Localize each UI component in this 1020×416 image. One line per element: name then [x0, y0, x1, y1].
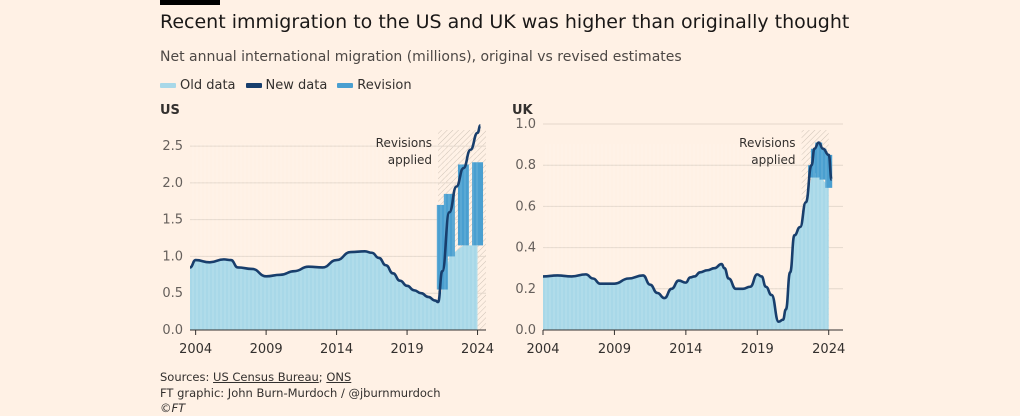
uk-xtick-label: 2024: [812, 342, 845, 357]
chart-subtitle: Net annual international migration (mill…: [160, 49, 682, 65]
legend-swatch-new: [245, 83, 262, 88]
uk-revision-bar: [819, 148, 827, 180]
uk-ytick-label: 0.8: [515, 158, 536, 173]
legend-item-revision: Revision: [337, 78, 412, 93]
sources-line: Sources: US Census Bureau; ONS: [160, 370, 351, 384]
us-ytick-label: 2.5: [162, 139, 183, 154]
uk-xtick-label: 2004: [526, 342, 559, 357]
us-ytick-label: 1.5: [162, 213, 183, 228]
us-revision-bar: [436, 204, 448, 290]
uk-ytick-label: 0.0: [515, 323, 536, 338]
us-new-data-line: [189, 124, 482, 304]
us-chart: 0.0 0.5 1.0 1.5 2.0 2.5 2004 2009 2014 2019 2024 Re…: [162, 124, 494, 357]
us-xtick-label: 2004: [179, 342, 212, 357]
uk-ytick-label: 0.4: [515, 241, 536, 256]
uk-ytick-label: 0.2: [515, 282, 536, 297]
legend-swatch-revision: [337, 83, 354, 88]
us-revision-bar: [443, 193, 455, 257]
uk-ytick-label: 0.6: [515, 199, 536, 214]
uk-xtick-label: 2014: [669, 342, 702, 357]
copyright: ©FT: [160, 401, 186, 415]
us-xtick-label: 2019: [391, 342, 424, 357]
uk-annotation-line-2: applied: [751, 153, 795, 167]
legend-label-revision: Revision: [357, 78, 412, 93]
us-revision-bar: [457, 164, 469, 246]
source-link-us-census[interactable]: US Census Bureau: [213, 370, 319, 384]
us-ytick-label: 0.5: [162, 286, 183, 301]
uk-old-data-area: [543, 173, 829, 330]
uk-new-data-line: [542, 141, 833, 324]
us-ytick-label: 1.0: [162, 249, 183, 264]
sources-separator: ;: [318, 370, 327, 384]
uk-chart: 0.0 0.2 0.4 0.6 0.8 1.0 2004 2009 2014 2019 2024 Re…: [515, 117, 845, 357]
uk-annotation-line-1: Revisions: [739, 136, 795, 150]
uk-revision-bar: [810, 148, 818, 174]
legend: Old data New data Revision: [160, 78, 412, 93]
us-xtick-label: 2009: [250, 342, 283, 357]
ft-top-bar: [160, 0, 220, 5]
sources-prefix: Sources:: [160, 370, 214, 384]
panel-label-uk: UK: [512, 103, 533, 118]
source-link-ons[interactable]: ONS: [326, 370, 352, 384]
uk-revision-bar: [815, 142, 823, 178]
uk-revision-bar: [825, 154, 833, 188]
legend-item-old-data: Old data: [160, 78, 236, 93]
us-annotation-line-1: Revisions: [376, 136, 432, 150]
uk-xtick-label: 2009: [598, 342, 631, 357]
legend-label-new: New data: [265, 78, 328, 93]
chart-title: Recent immigration to the US and UK was …: [160, 11, 850, 33]
graphic-credit: FT graphic: John Burn-Murdoch / @jburnmu…: [160, 386, 441, 400]
legend-item-new-data: New data: [245, 78, 328, 93]
panel-label-us: US: [160, 103, 180, 118]
us-old-data-area: [190, 245, 478, 330]
legend-swatch-old: [160, 83, 176, 88]
legend-label-old: Old data: [180, 78, 236, 93]
us-ytick-label: 0.0: [162, 323, 183, 338]
us-xtick-label: 2014: [320, 342, 353, 357]
us-ytick-label: 2.0: [162, 176, 183, 191]
us-revision-bar: [472, 162, 484, 246]
us-annotation-line-2: applied: [388, 153, 432, 167]
uk-xtick-label: 2019: [741, 342, 774, 357]
us-xtick-label: 2024: [461, 342, 494, 357]
uk-ytick-label: 1.0: [515, 117, 536, 132]
